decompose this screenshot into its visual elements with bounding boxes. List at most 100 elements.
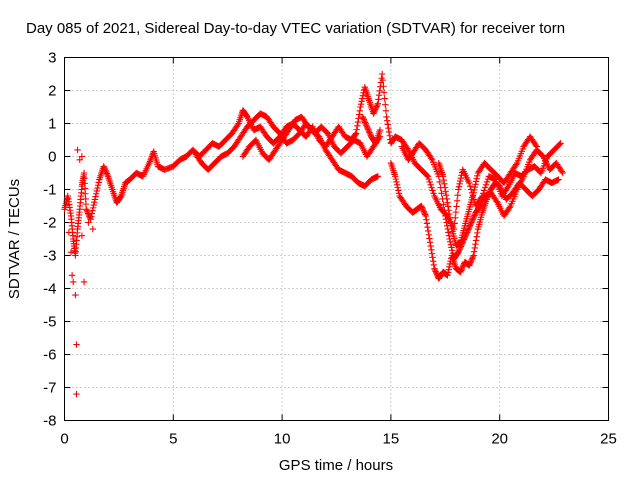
- data-point: [466, 223, 473, 230]
- data-point: [91, 199, 98, 206]
- x-tick-label: 0: [60, 431, 68, 448]
- data-point: [100, 163, 107, 170]
- data-point: [478, 198, 486, 205]
- data-point: [370, 110, 377, 117]
- data-point: [67, 249, 75, 256]
- data-point: [102, 167, 109, 174]
- series-segment: [191, 110, 382, 190]
- data-point: [459, 264, 466, 271]
- data-point: [91, 196, 99, 203]
- data-point: [470, 189, 477, 196]
- series-segment: [359, 113, 384, 147]
- data-point: [453, 203, 460, 210]
- data-point: [374, 100, 382, 107]
- data-point: [474, 229, 481, 237]
- data-point: [447, 241, 455, 248]
- data-point: [421, 209, 428, 217]
- data-point: [366, 129, 373, 136]
- data-point: [441, 184, 449, 191]
- data-point: [469, 216, 476, 223]
- data-point: [466, 260, 474, 268]
- data-point: [68, 272, 76, 279]
- data-point: [88, 210, 96, 217]
- data-point: [512, 161, 520, 168]
- data-point: [357, 103, 364, 111]
- data-point: [557, 140, 564, 147]
- y-tick-label: -1: [43, 182, 56, 199]
- data-point: [474, 172, 481, 180]
- series-segment: [435, 133, 540, 249]
- data-point: [375, 96, 382, 103]
- data-point: [358, 98, 365, 105]
- data-point: [442, 212, 449, 220]
- x-tick-label: 15: [383, 431, 400, 448]
- data-point: [446, 210, 453, 218]
- x-tick-label: 20: [491, 431, 508, 448]
- data-point: [83, 206, 90, 213]
- data-point: [532, 141, 539, 149]
- data-point: [365, 127, 373, 135]
- data-point: [555, 176, 562, 183]
- series-segment: [398, 140, 567, 262]
- y-tick-label: -7: [43, 380, 56, 397]
- data-point: [533, 143, 540, 150]
- data-point: [468, 217, 476, 225]
- data-point: [357, 100, 365, 108]
- data-point: [428, 250, 436, 257]
- data-point: [472, 181, 479, 188]
- chart-title: Day 085 of 2021, Sidereal Day-to-day VTE…: [26, 20, 565, 37]
- data-point: [364, 125, 371, 132]
- data-point: [72, 291, 79, 299]
- data-point: [452, 208, 460, 216]
- data-point: [363, 123, 371, 130]
- data-point: [457, 177, 464, 185]
- data-point: [455, 186, 462, 193]
- data-point: [92, 193, 99, 200]
- data-point: [444, 203, 452, 210]
- data-point: [455, 249, 462, 256]
- data-point: [504, 184, 511, 191]
- data-point: [466, 179, 473, 187]
- data-point: [446, 263, 453, 271]
- data-point: [93, 190, 100, 197]
- data-point: [441, 180, 448, 188]
- data-point: [477, 201, 484, 208]
- data-point: [426, 178, 433, 186]
- data-point: [89, 204, 97, 212]
- data-point: [371, 107, 378, 114]
- data-point: [480, 187, 488, 194]
- plot-frame: [64, 57, 609, 421]
- data-point: [457, 174, 465, 182]
- data-point: [431, 266, 439, 274]
- series-segment: [239, 113, 384, 163]
- y-tick-label: 2: [48, 83, 56, 100]
- data-point: [117, 193, 124, 201]
- data-point: [482, 181, 490, 188]
- data-point: [73, 341, 80, 348]
- y-tick-label: -5: [43, 314, 56, 331]
- data-point: [365, 126, 372, 133]
- data-point: [556, 141, 563, 148]
- data-point: [463, 230, 470, 238]
- data-point: [352, 131, 359, 138]
- data-point: [454, 191, 461, 199]
- data-point: [472, 240, 479, 248]
- data-point: [89, 207, 96, 214]
- data-point: [87, 216, 94, 223]
- data-point: [473, 175, 480, 182]
- data-point: [426, 239, 434, 246]
- data-point: [473, 233, 480, 240]
- data-point: [466, 262, 473, 269]
- data-point: [372, 106, 379, 113]
- data-point: [440, 176, 447, 184]
- data-point: [70, 278, 77, 286]
- data-point: [360, 116, 368, 123]
- data-point: [372, 104, 380, 112]
- data-point: [443, 191, 450, 199]
- data-point: [354, 118, 362, 126]
- data-point: [393, 181, 401, 188]
- data-point: [384, 121, 391, 128]
- y-tick-label: -6: [43, 347, 56, 364]
- data-point: [88, 213, 95, 220]
- data-point: [101, 164, 108, 172]
